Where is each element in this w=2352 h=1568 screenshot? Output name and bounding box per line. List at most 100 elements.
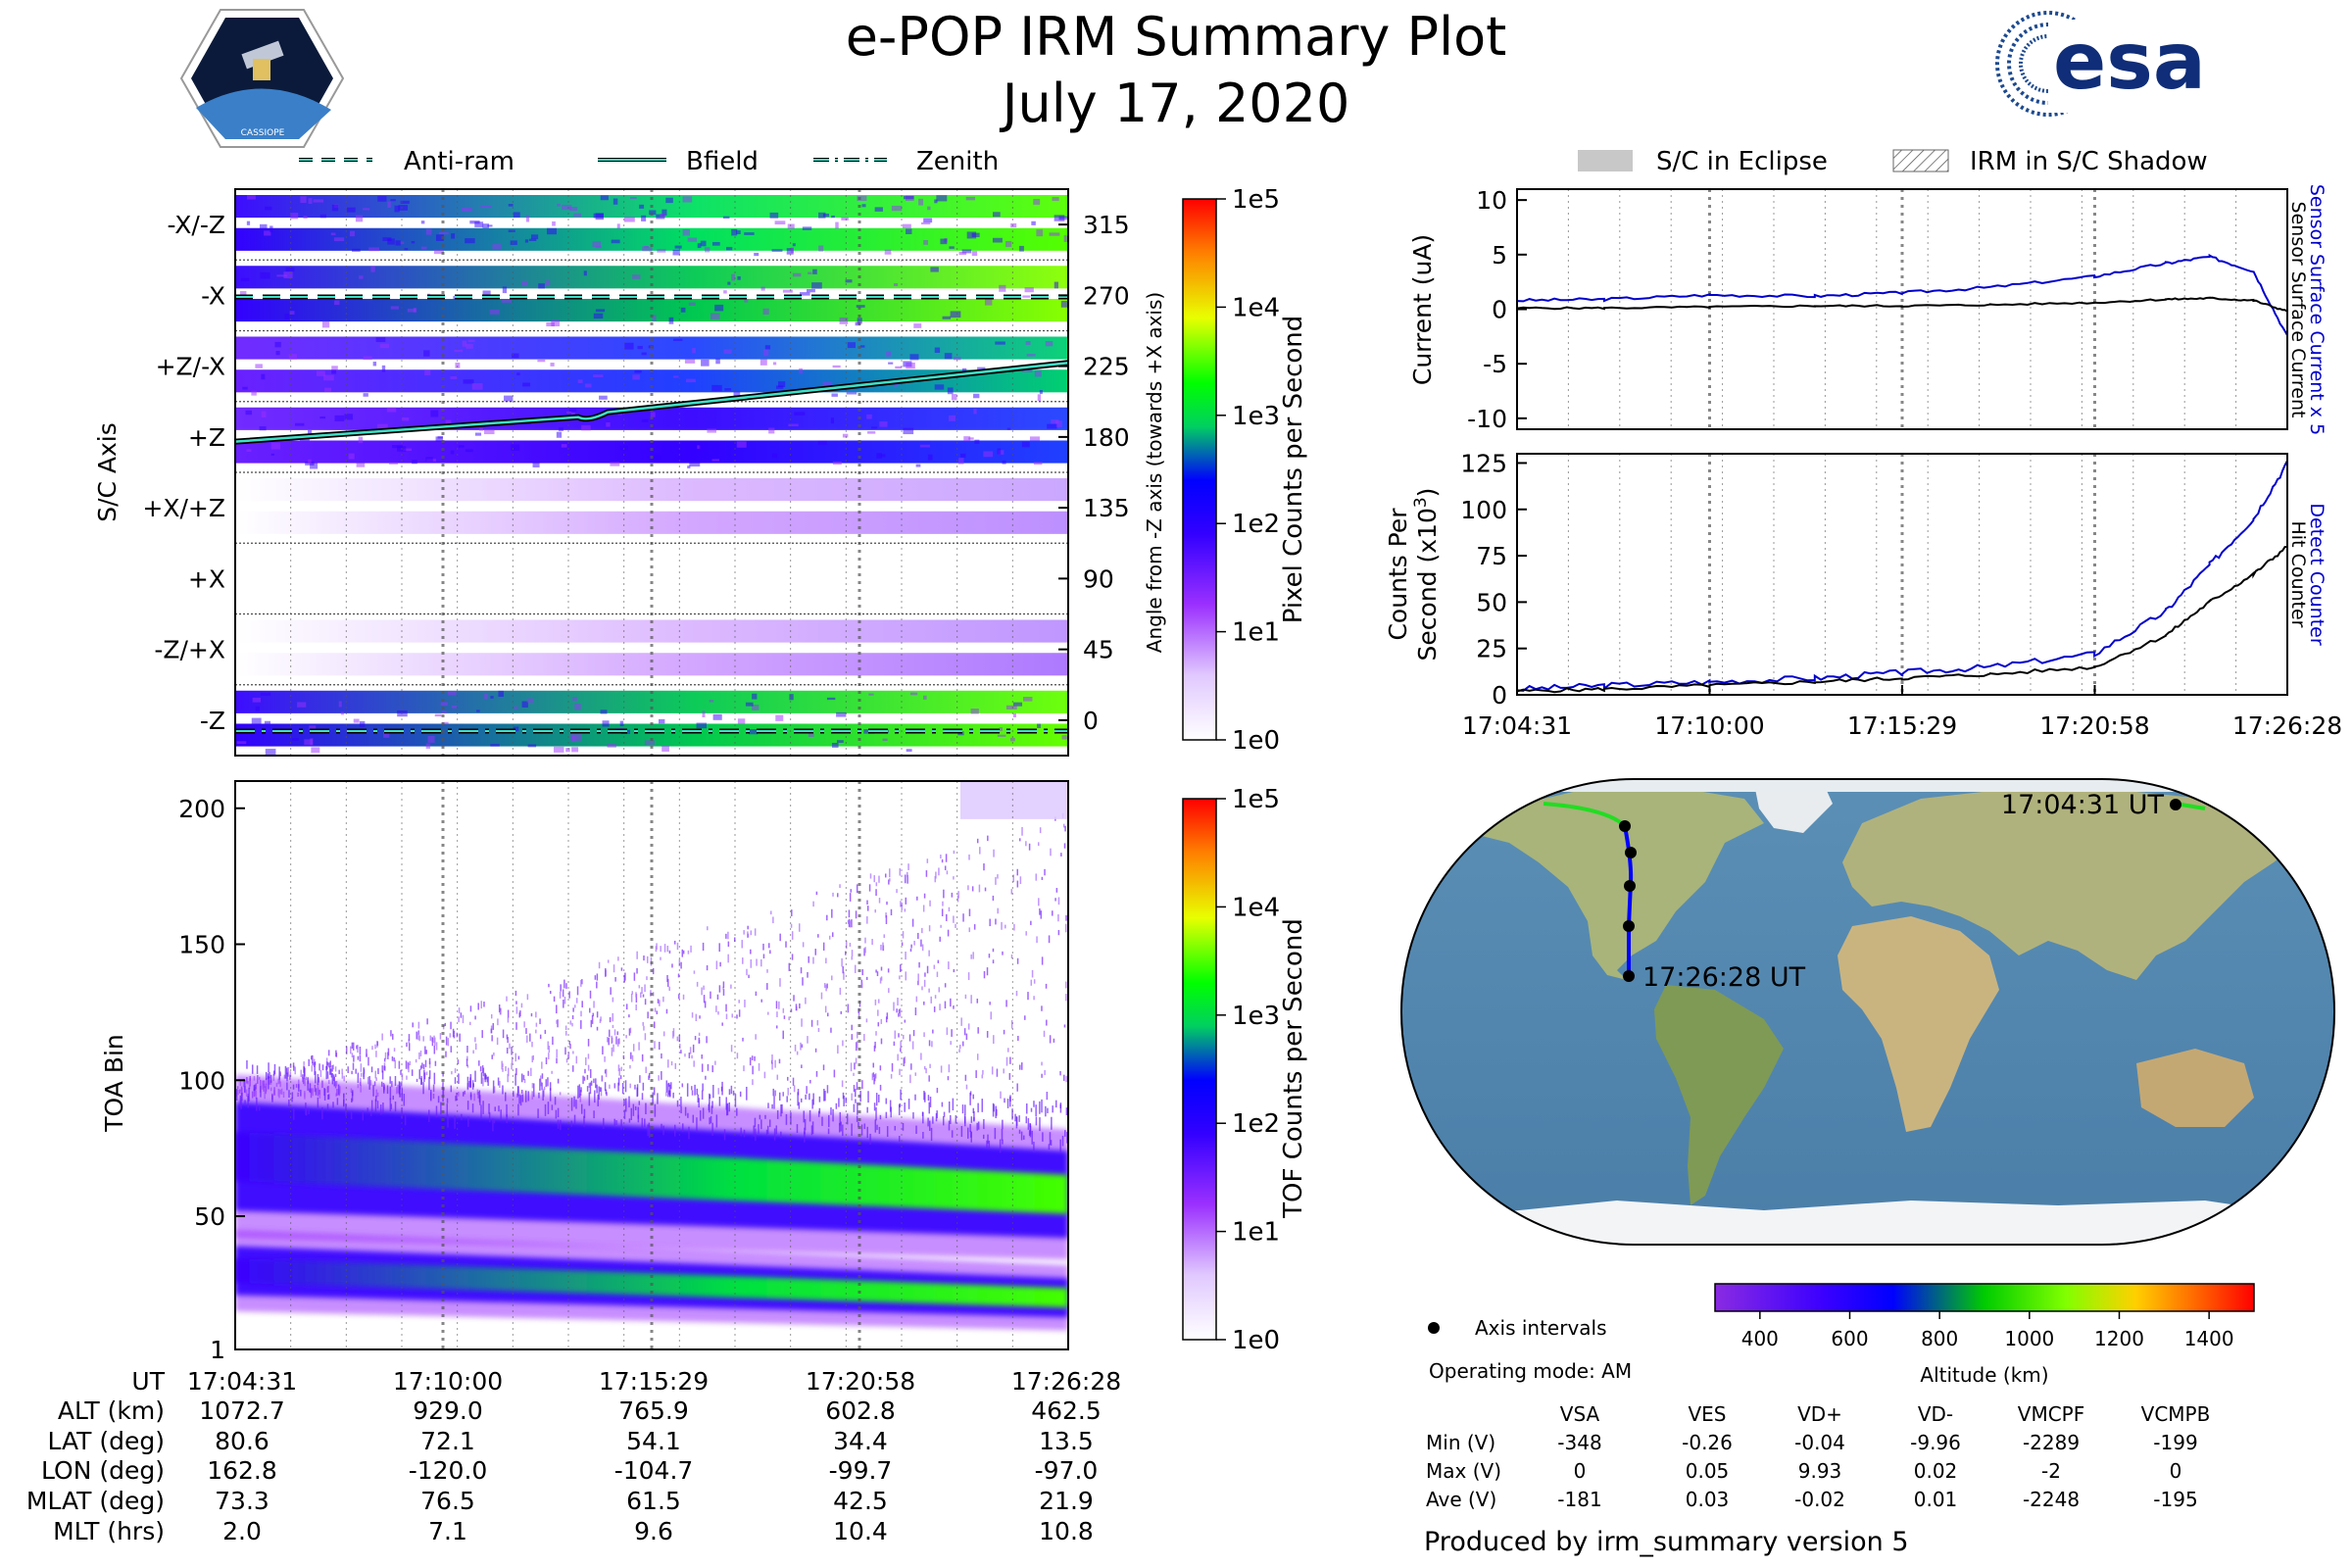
orbit-row-label-5: MLT (hrs) (53, 1517, 165, 1545)
pixel-plot-frame (234, 188, 1069, 757)
stats-row-label-0: Min (V) (1426, 1431, 1495, 1454)
pixel-colorbar-tick-label-1: 1e1 (1232, 618, 1280, 648)
counts-ytick-label-4: 25 (1476, 635, 1507, 663)
pixel-colorbar-tick-label-4: 1e4 (1232, 293, 1280, 322)
pixel-angle-tick-3: 180 (1083, 423, 1130, 452)
orbit-cell-4-4: 21.9 (1039, 1487, 1094, 1515)
legend-zenith-label: Zenith (916, 147, 999, 176)
pixel-left-ylabel: S/C Axis (93, 422, 122, 522)
counts-xtick-label-1: 17:10:00 (1654, 711, 1764, 740)
counts-xtick-label-3: 17:20:58 (2039, 711, 2149, 740)
pixel-angle-tick-0: 315 (1083, 211, 1130, 239)
pixel-colorbar-label: Pixel Counts per Second (1279, 316, 1308, 624)
tof-colorbar: 1e0 1e1 1e2 1e3 1e4 1e5 TOF Counts per Second (1182, 785, 1308, 1355)
orbit-cell-2-3: -104.7 (614, 1456, 694, 1485)
orbit-cell-1-4: 76.5 (420, 1487, 475, 1515)
orbit-cell-4-5: 10.8 (1039, 1517, 1094, 1545)
map-legend-label: Axis intervals (1475, 1316, 1607, 1340)
pixel-angle-tick-4: 135 (1083, 494, 1130, 522)
continent-africa (1838, 916, 1999, 1132)
stats-cell-2-4: -2248 (2023, 1488, 2080, 1511)
stats-cell-2-1: 0.03 (1686, 1488, 1730, 1511)
altitude-colorbar-label: Altitude (km) (1920, 1363, 2048, 1387)
stats-cell-2-5: -195 (2153, 1488, 2197, 1511)
stats-cell-1-3: 0.02 (1914, 1459, 1958, 1483)
stats-header-2: VD+ (1797, 1402, 1842, 1426)
tof-colorbar-tick-label-1: 1e1 (1232, 1218, 1280, 1248)
pixel-ytick-label-4: +X/+Z (142, 494, 225, 522)
orbit-cell-3-4: 42.5 (833, 1487, 888, 1515)
pixel-ytick-label-7: -Z (200, 707, 225, 735)
continent-south-america (1654, 985, 1784, 1205)
orbit-cell-2-5: 9.6 (634, 1517, 673, 1545)
counts-ytick-label-3: 50 (1476, 588, 1507, 616)
continent-antarctica (1411, 1200, 2332, 1245)
stats-cell-1-2: 9.93 (1798, 1459, 1842, 1483)
orbit-cell-2-0: 17:15:29 (599, 1367, 709, 1396)
stats-cell-0-0: -348 (1557, 1431, 1601, 1454)
stats-row-label-1: Max (V) (1426, 1459, 1501, 1483)
altitude-colorbar: 400 600 800 1000 1200 1400 Altitude (km) (1714, 1283, 2255, 1387)
tof-colorbar-label: TOF Counts per Second (1279, 918, 1308, 1219)
stats-header-1: VES (1688, 1402, 1726, 1426)
stats-cell-1-4: -2 (2041, 1459, 2061, 1483)
series-line-detect-counter (1516, 460, 2288, 692)
orbit-cell-1-5: 7.1 (428, 1517, 467, 1545)
orbit-marker-5 (1623, 920, 1635, 932)
operating-mode: Operating mode: AM (1429, 1359, 1632, 1383)
pixel-colorbar-tick-label-0: 1e0 (1232, 726, 1280, 756)
orbit-cell-0-4: 73.3 (215, 1487, 270, 1515)
orbit-cell-4-0: 17:26:28 (1011, 1367, 1121, 1396)
tof-ylabel: TOA Bin (100, 1034, 128, 1133)
counts-ytick-label-5: 0 (1492, 681, 1507, 710)
current-ytick-label-1: 5 (1492, 241, 1507, 270)
tof-colorbar-tick-label-4: 1e4 (1232, 893, 1280, 922)
orbit-cell-1-2: 72.1 (420, 1427, 475, 1455)
map-legend: Axis intervals (1428, 1316, 1607, 1340)
counts-ytick-label-0: 125 (1460, 449, 1507, 477)
plot-title: e-POP IRM Summary Plot (846, 6, 1507, 68)
orbit-cell-1-0: 17:10:00 (393, 1367, 503, 1396)
continent-north-america (1441, 784, 1764, 980)
stats-cell-0-2: -0.04 (1794, 1431, 1845, 1454)
current-right-label-blue: Sensor Surface Current x 5 (2306, 184, 2328, 435)
pixel-ytick-label-1: -X (201, 281, 225, 310)
orbit-cell-3-2: 34.4 (833, 1427, 888, 1455)
pixel-ytick-label-5: +X (188, 564, 225, 593)
pixel-colorbar-tick-label-5: 1e5 (1232, 185, 1280, 215)
shadow-legend-swatch (1892, 149, 1949, 172)
legend-shadow-label: IRM in S/C Shadow (1970, 147, 2208, 176)
pixel-ytick-label-3: +Z (188, 423, 225, 452)
counts-ytick-label-1: 100 (1460, 496, 1507, 524)
altitude-colorbar-bar (1714, 1283, 2255, 1312)
pixel-ytick-label-2: +Z/-X (156, 353, 225, 381)
eclipse-legend-swatch (1578, 150, 1633, 172)
orbit-cell-4-3: -97.0 (1035, 1456, 1099, 1485)
pixel-colorbar: 1e0 1e1 1e2 1e3 1e4 1e5 Pixel Counts per Seco… (1182, 185, 1308, 756)
orbit-cell-2-4: 61.5 (626, 1487, 681, 1515)
world-map: 17:04:31 UT 17:26:28 UT (1400, 778, 2335, 1246)
orbit-cell-3-0: 17:20:58 (806, 1367, 915, 1396)
series-line-sensor-current (1516, 296, 2288, 313)
orbit-cell-2-1: 765.9 (618, 1396, 689, 1425)
tof-ytick-label-1: 50 (194, 1202, 225, 1231)
pixel-band-4-lower (235, 511, 1068, 534)
stats-cell-1-1: 0.05 (1686, 1459, 1730, 1483)
orbit-cell-4-2: 13.5 (1039, 1427, 1094, 1455)
map-frame (1400, 778, 2335, 1246)
plot-date: July 17, 2020 (1000, 73, 1350, 134)
stats-cell-2-2: -0.02 (1794, 1488, 1845, 1511)
current-ytick-label-2: 0 (1492, 296, 1507, 324)
pixel-band-6-lower (235, 653, 1068, 676)
map-end-label: 17:26:28 UT (1642, 962, 1806, 993)
altitude-tick-label-4: 1200 (2094, 1327, 2144, 1350)
altitude-tick-label-2: 800 (1921, 1327, 1958, 1350)
counts-right-label-blue: Detect Counter (2306, 503, 2328, 646)
counts-xtick-label-2: 17:15:29 (1847, 711, 1957, 740)
map-start-label: 17:04:31 UT (2001, 790, 2165, 820)
tof-colorbar-bar (1182, 798, 1217, 1341)
orbit-marker-2 (1619, 820, 1631, 832)
orbit-marker-3 (1625, 847, 1637, 858)
orbit-cell-2-2: 54.1 (626, 1427, 681, 1455)
